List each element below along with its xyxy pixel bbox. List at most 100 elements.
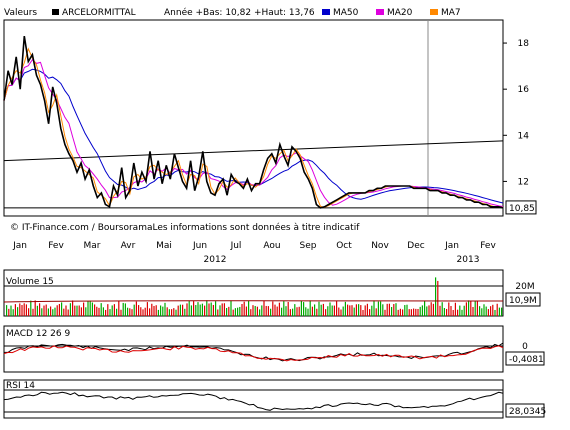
volume-bar [501, 307, 503, 316]
volume-bar [248, 301, 250, 316]
volume-bar [325, 309, 327, 316]
volume-bar [45, 304, 47, 316]
volume-bar [468, 300, 470, 316]
volume-bar [430, 302, 432, 316]
volume-bar [138, 305, 140, 316]
volume-bar [487, 309, 489, 316]
volume-bar [298, 306, 300, 316]
volume-bar [155, 305, 157, 316]
volume-bar [377, 301, 379, 316]
volume-bar [327, 306, 329, 316]
volume-bar [316, 308, 318, 316]
volume-bar [122, 302, 124, 316]
volume-bar [160, 305, 162, 316]
volume-bar [393, 304, 395, 316]
volume-bar [424, 301, 426, 316]
volume-bar [452, 309, 454, 316]
volume-bar [459, 305, 461, 316]
volume-bar [215, 301, 217, 316]
volume-bar [483, 304, 485, 316]
volume-bar [397, 309, 399, 316]
volume-bar [432, 303, 434, 316]
volume-last-box [505, 292, 541, 307]
volume-bar [450, 306, 452, 316]
ma20-line [3, 58, 504, 207]
volume-bar [300, 300, 302, 316]
volume-bar [415, 308, 417, 316]
volume-bar [98, 307, 100, 316]
volume-bar [36, 305, 38, 316]
volume-bar [399, 308, 401, 316]
volume-bar [21, 305, 23, 316]
volume-bar [186, 303, 188, 316]
volume-bar [52, 309, 54, 316]
volume-bar [283, 301, 285, 316]
macd-label: MACD 12 26 9 [6, 329, 70, 339]
volume-bar [129, 308, 131, 316]
volume-bar [91, 302, 93, 316]
volume-bar [39, 303, 41, 316]
volume-bar [358, 304, 360, 316]
month-label-7: Aou [263, 241, 280, 251]
volume-bar [168, 309, 170, 316]
volume-bar [457, 309, 459, 316]
volume-bar [406, 304, 408, 316]
volume-bar [347, 304, 349, 316]
volume-bar [50, 306, 52, 316]
volume-bar [485, 306, 487, 316]
volume-bar [494, 309, 496, 316]
volume-bar [195, 305, 197, 316]
volume-bar [157, 309, 159, 316]
volume-bar [107, 304, 109, 316]
volume-bar [404, 305, 406, 316]
volume-bar [265, 305, 267, 316]
volume-bar [382, 304, 384, 316]
legend-swatch-ma7 [430, 9, 438, 15]
volume-bar [281, 307, 283, 316]
volume-bar [386, 303, 388, 316]
volume-bar [391, 307, 393, 316]
volume-bar [333, 305, 335, 316]
trend-line [3, 140, 504, 162]
volume-bar [43, 305, 45, 316]
volume-bar [149, 308, 151, 316]
volume-bar [74, 305, 76, 316]
volume-bar [303, 302, 305, 316]
volume-bar [182, 304, 184, 316]
volume-bar [208, 303, 210, 316]
volume-bar [322, 303, 324, 316]
volume-bar [14, 304, 16, 316]
volume-bar [162, 306, 164, 316]
volume-bar [408, 309, 410, 316]
volume-bar [388, 303, 390, 316]
volume-bar [217, 309, 219, 316]
volume-bar [481, 308, 483, 316]
volume-bar [166, 307, 168, 316]
volume-bar [30, 300, 32, 316]
volume-bar [54, 307, 56, 316]
month-label-11: Dec [407, 241, 424, 251]
header-symbol: ARCELORMITTAL [62, 8, 136, 18]
volume-bar [410, 309, 412, 316]
volume-bar [241, 304, 243, 316]
symbol-marker [52, 9, 59, 15]
volume-bar [63, 308, 65, 316]
month-label-13: Fev [480, 241, 496, 251]
volume-bar [234, 308, 236, 316]
volume-bar [259, 309, 261, 316]
month-label-10: Nov [371, 241, 389, 251]
panel-frame-2 [3, 325, 504, 373]
volume-bar [58, 303, 60, 316]
volume-bar [292, 308, 294, 316]
volume-bar [118, 301, 120, 316]
rsi-last-box [505, 403, 545, 418]
volume-bar [23, 303, 25, 316]
volume-bar [190, 305, 192, 316]
volume-bar [285, 306, 287, 316]
volume-bar [151, 303, 153, 316]
volume-bar [237, 307, 239, 316]
volume-bar [395, 303, 397, 316]
volume-bar [12, 309, 14, 316]
month-label-1: Fev [48, 241, 64, 251]
price-last-value: 10,85 [509, 204, 535, 214]
